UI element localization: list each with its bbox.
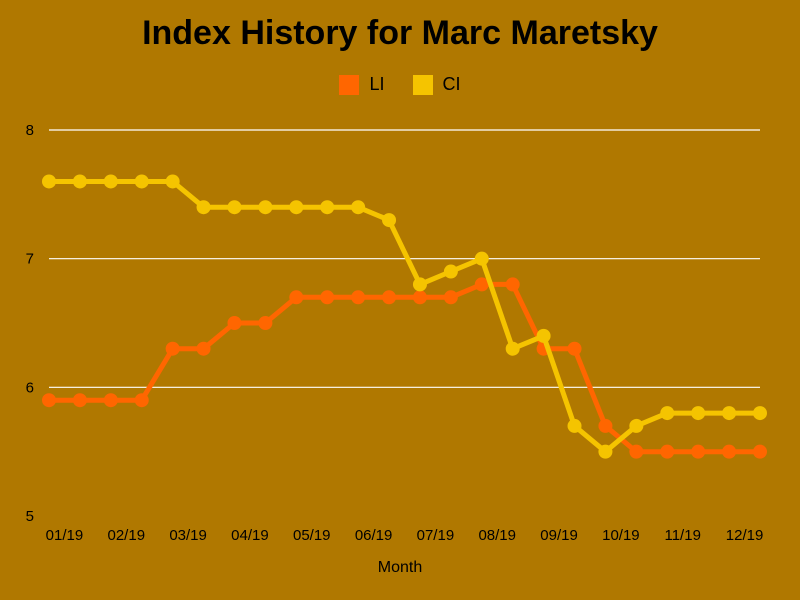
x-tick-label: 07/19	[417, 527, 455, 544]
data-point-li[interactable]	[505, 277, 520, 292]
data-point-li[interactable]	[474, 277, 489, 292]
data-point-li[interactable]	[134, 393, 149, 408]
data-point-li[interactable]	[227, 316, 242, 330]
data-point-ci[interactable]	[382, 213, 397, 228]
x-tick-label: 06/19	[355, 527, 393, 544]
data-point-ci[interactable]	[722, 406, 737, 421]
legend-item-li[interactable]: LI	[339, 74, 385, 95]
data-point-ci[interactable]	[629, 418, 644, 433]
series-li	[42, 277, 767, 459]
data-point-ci[interactable]	[134, 174, 149, 189]
data-point-ci[interactable]	[42, 174, 56, 189]
x-tick-label: 01/19	[46, 527, 84, 544]
legend-swatch-ci	[412, 74, 433, 95]
data-point-li[interactable]	[382, 290, 397, 305]
legend-label-li: LI	[369, 74, 385, 94]
data-point-li[interactable]	[72, 393, 87, 408]
data-point-li[interactable]	[165, 341, 180, 356]
data-point-li[interactable]	[660, 444, 675, 459]
x-tick-label: 03/19	[169, 527, 207, 544]
data-point-li[interactable]	[289, 290, 304, 305]
x-tick-label: 11/19	[664, 527, 700, 544]
data-point-li[interactable]	[196, 341, 211, 356]
chart-title: Index History for Marc Maretsky	[142, 14, 658, 52]
x-tick-label: 10/19	[602, 527, 640, 544]
x-axis-label: Month	[378, 559, 422, 576]
data-point-li[interactable]	[629, 444, 644, 459]
data-point-li[interactable]	[258, 316, 273, 330]
x-tick-label: 05/19	[293, 527, 331, 544]
data-point-li[interactable]	[42, 393, 56, 408]
data-point-li[interactable]	[351, 290, 366, 305]
series-layer	[42, 174, 767, 459]
data-point-ci[interactable]	[320, 200, 335, 215]
y-tick-label: 8	[26, 122, 34, 139]
series-line-li	[46, 281, 763, 455]
data-point-li[interactable]	[567, 341, 582, 356]
data-point-ci[interactable]	[598, 444, 613, 459]
data-point-ci[interactable]	[196, 200, 211, 215]
y-tick-label: 5	[26, 508, 34, 525]
legend-item-ci[interactable]: CI	[412, 74, 461, 95]
x-tick-label: 08/19	[478, 527, 516, 544]
data-point-ci[interactable]	[258, 200, 273, 215]
series-line-ci	[46, 179, 763, 455]
data-point-ci[interactable]	[412, 277, 427, 292]
data-point-ci[interactable]	[289, 200, 304, 215]
data-point-li[interactable]	[753, 444, 767, 459]
data-point-ci[interactable]	[505, 341, 520, 356]
x-tick-label: 04/19	[231, 527, 269, 544]
data-point-ci[interactable]	[443, 264, 458, 279]
data-point-ci[interactable]	[474, 251, 489, 266]
x-tick-label: 09/19	[540, 527, 578, 544]
data-point-ci[interactable]	[351, 200, 366, 215]
data-point-li[interactable]	[412, 290, 427, 305]
legend-swatch-li	[339, 74, 360, 95]
data-point-ci[interactable]	[536, 328, 551, 343]
data-point-ci[interactable]	[567, 418, 582, 433]
data-point-ci[interactable]	[103, 174, 118, 189]
data-point-ci[interactable]	[753, 406, 767, 421]
data-point-ci[interactable]	[72, 174, 87, 189]
legend: LI CI	[0, 74, 800, 95]
y-tick-label: 7	[26, 251, 34, 268]
data-point-li[interactable]	[722, 444, 737, 459]
data-point-li[interactable]	[691, 444, 706, 459]
y-tick-label: 6	[26, 379, 34, 396]
data-point-ci[interactable]	[227, 200, 242, 215]
data-point-li[interactable]	[103, 393, 118, 408]
x-tick-label: 12/19	[726, 527, 764, 544]
data-point-li[interactable]	[443, 290, 458, 305]
series-ci	[42, 174, 767, 459]
data-point-ci[interactable]	[165, 174, 180, 189]
data-point-ci[interactable]	[660, 406, 675, 421]
x-tick-label: 02/19	[108, 527, 146, 544]
grid-layer	[49, 129, 760, 388]
legend-label-ci: CI	[442, 74, 461, 94]
axis-layer: Month 5 6 7 8 01/19 02/19 03/19 04/19 05/19 06/19…	[26, 122, 764, 576]
data-point-li[interactable]	[598, 418, 613, 433]
data-point-li[interactable]	[320, 290, 335, 305]
data-point-ci[interactable]	[691, 406, 706, 421]
